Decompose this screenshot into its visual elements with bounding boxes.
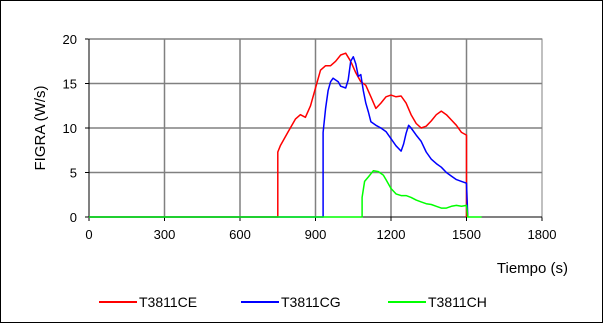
legend-label-t3811cg: T3811CG xyxy=(281,294,341,310)
x-tick-label: 0 xyxy=(85,227,92,242)
x-tick-label: 600 xyxy=(229,227,251,242)
series-line-t3811ce xyxy=(89,52,468,218)
legend-label-t3811ce: T3811CE xyxy=(139,294,197,310)
y-tick-label: 10 xyxy=(63,121,77,136)
legend-label-t3811ch: T3811CH xyxy=(428,294,487,310)
x-tick-label: 900 xyxy=(305,227,327,242)
legend: T3811CE T3811CG T3811CH xyxy=(99,294,487,310)
series-lines xyxy=(89,52,482,218)
y-tick-label: 0 xyxy=(70,210,77,225)
y-tick-label: 15 xyxy=(63,77,77,92)
x-axis-label: Tiempo (s) xyxy=(497,260,568,277)
series-line-t3811cg xyxy=(89,56,469,218)
y-axis-label: FIGRA (W/s) xyxy=(32,86,49,171)
x-tick-label: 1500 xyxy=(452,227,481,242)
x-tick-label: 1800 xyxy=(528,227,557,242)
x-tick-label: 300 xyxy=(154,227,176,242)
y-tick-label: 5 xyxy=(70,166,77,181)
y-tick-label: 20 xyxy=(63,32,77,47)
x-tick-label: 1200 xyxy=(377,227,406,242)
tick-labels: 0 300 600 900 1200 1500 1800 0 5 10 15 20 xyxy=(63,32,557,242)
series-line-t3811ch xyxy=(89,169,482,218)
